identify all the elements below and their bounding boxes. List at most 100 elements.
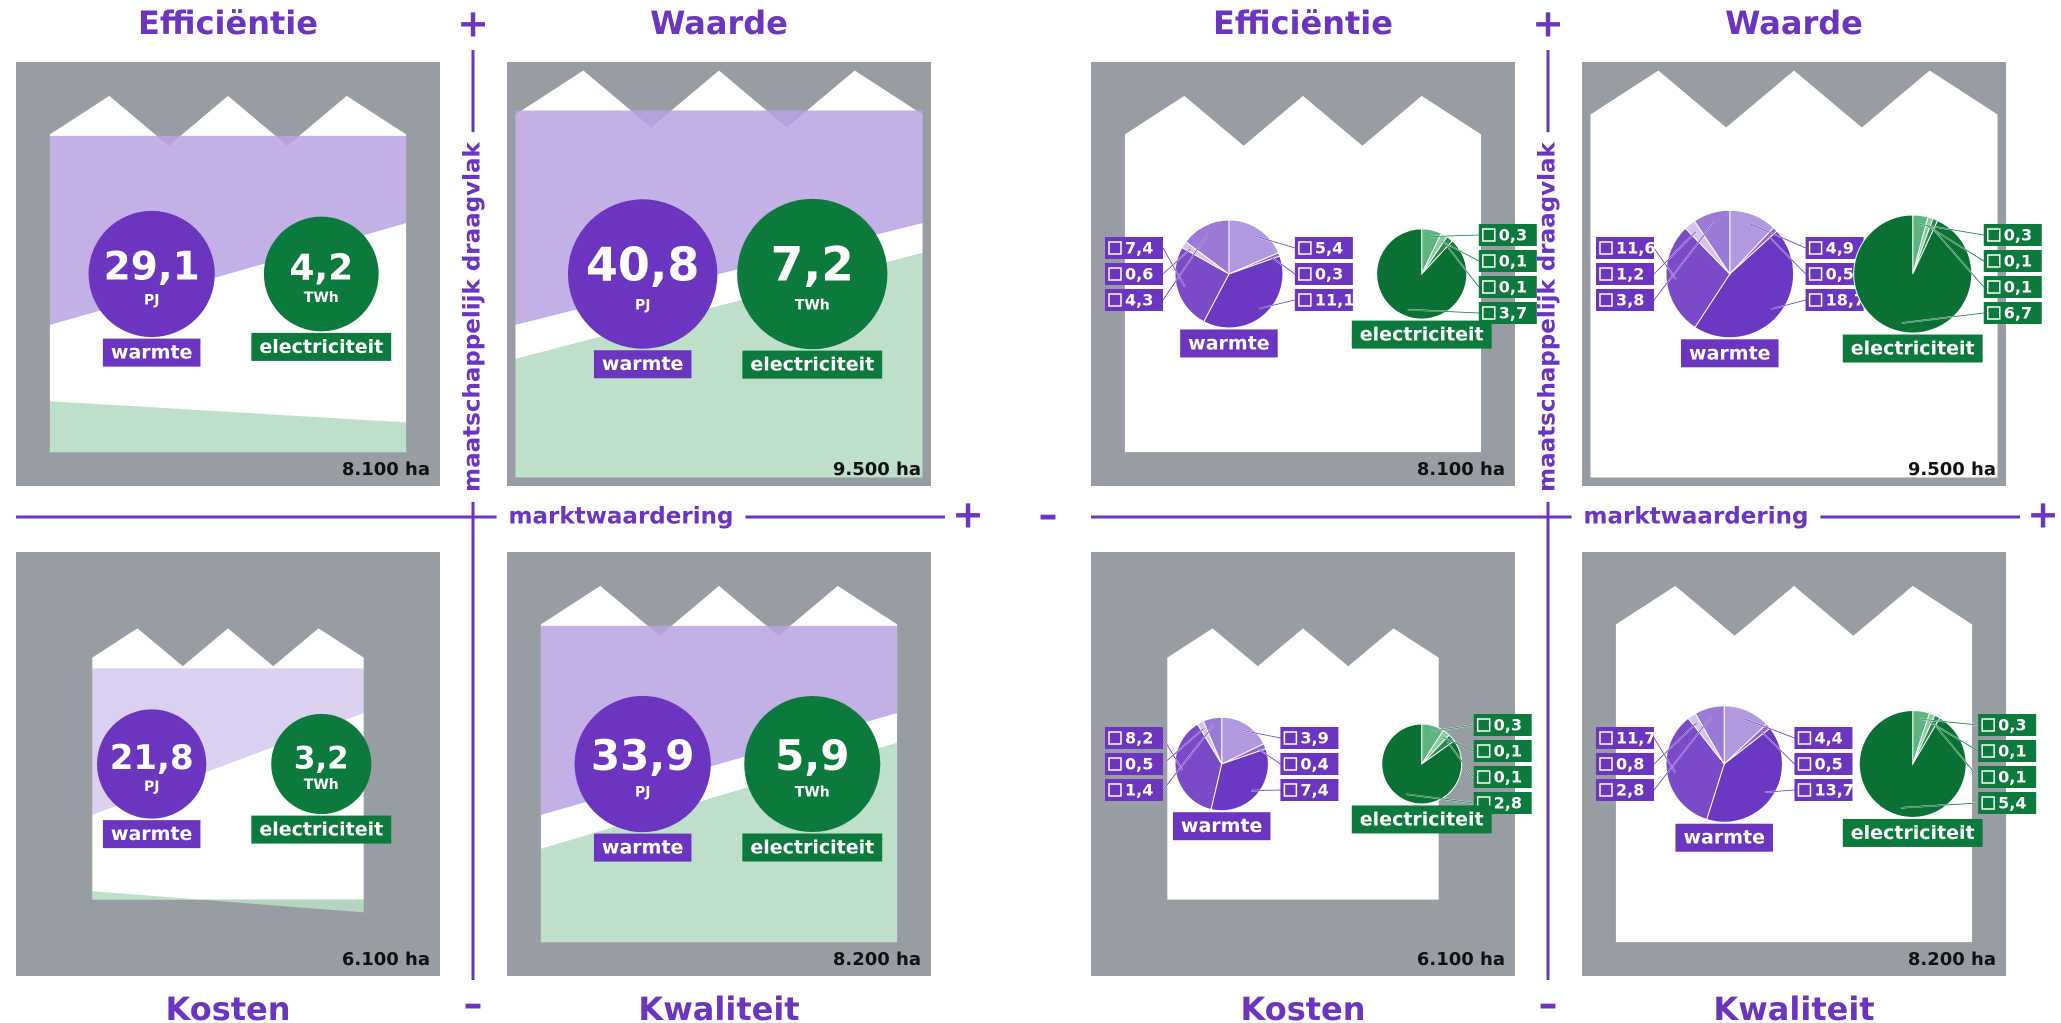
slice-icon xyxy=(1599,757,1613,771)
leader-line xyxy=(1162,247,1186,288)
leader-line xyxy=(1430,234,1479,238)
sign: + xyxy=(2027,493,2059,537)
slice-label: 0,3 xyxy=(1315,265,1343,284)
quadrant-title: Kwaliteit xyxy=(1713,990,1874,1023)
category-label-bg xyxy=(1681,339,1779,368)
slice-label: 1,4 xyxy=(1125,781,1153,800)
slice-icon xyxy=(1482,254,1496,268)
leader-line xyxy=(1258,748,1281,765)
slice-label: 4,4 xyxy=(1814,729,1842,748)
slice-icon xyxy=(1987,228,2001,242)
leader-line xyxy=(1162,248,1191,275)
category-label-bg xyxy=(1675,823,1773,852)
slice-label: 0,1 xyxy=(1499,252,1527,271)
slice-icon xyxy=(1283,731,1298,745)
slice-icon xyxy=(1482,228,1496,242)
leader-line xyxy=(1764,789,1795,793)
bubble-value: 3,2 xyxy=(294,740,349,776)
leader-line xyxy=(1929,721,1979,752)
slice-icon xyxy=(1808,293,1823,307)
pie-slice xyxy=(1693,209,1731,276)
sign: + xyxy=(952,493,984,537)
pie-slice xyxy=(1202,716,1223,765)
bubble-value: 29,1 xyxy=(104,244,200,289)
slice-label: 0,3 xyxy=(1499,226,1527,245)
pie-slice xyxy=(1665,227,1731,329)
slice-icon xyxy=(1599,267,1613,281)
area-label: 9.500 ha xyxy=(833,459,921,480)
slice-icon xyxy=(1599,293,1613,307)
quadrant-title: Kosten xyxy=(165,990,290,1023)
pie-slice xyxy=(1185,219,1230,275)
slice-icon xyxy=(1108,757,1122,771)
area-label: 9.500 ha xyxy=(1908,459,1996,480)
leader-line xyxy=(1768,235,1806,275)
bubble-value: 7,2 xyxy=(771,237,854,292)
category-label-bg xyxy=(251,332,392,361)
leader-line xyxy=(1162,724,1215,791)
quadrant-title: Waarde xyxy=(650,4,788,42)
bubble xyxy=(567,199,718,349)
bubble-unit: TWh xyxy=(795,298,830,314)
category-label-bg xyxy=(593,833,692,862)
slice-icon xyxy=(1482,280,1496,294)
bubble xyxy=(97,709,207,819)
quadrant-title: Kwaliteit xyxy=(638,990,799,1023)
slice-label: 3,9 xyxy=(1300,729,1328,748)
slice-icon xyxy=(1283,757,1298,771)
leader-line xyxy=(1900,802,1979,809)
category-label: electriciteit xyxy=(1851,338,1975,360)
slice-label: 4,9 xyxy=(1826,239,1854,258)
leader-line xyxy=(1442,736,1474,752)
slice-icon xyxy=(1981,770,1995,784)
slice-label: 0,1 xyxy=(1998,742,2026,761)
slice-label: 0,3 xyxy=(1998,716,2026,735)
leader-line xyxy=(1770,299,1806,310)
leader-line xyxy=(1933,723,1979,778)
axis-label: maatschappelijk draagvlak xyxy=(1535,141,1561,491)
category-label: warmte xyxy=(111,342,193,364)
leader-line xyxy=(1271,256,1296,275)
bubble-unit: PJ xyxy=(635,297,650,313)
slice-label: 3,8 xyxy=(1616,291,1644,310)
bubble-unit: TWh xyxy=(304,290,339,306)
leader-line xyxy=(1743,718,1795,739)
bubble-value: 33,9 xyxy=(591,731,695,780)
slice-label: 0,4 xyxy=(1300,755,1328,774)
slice-label: 0,5 xyxy=(1826,265,1854,284)
slice-icon xyxy=(1599,241,1613,255)
bubble xyxy=(574,695,711,833)
slice-label: 0,5 xyxy=(1125,755,1153,774)
bubble-unit: TWh xyxy=(304,777,339,793)
slice-label: 8,2 xyxy=(1125,729,1153,748)
category-label-bg xyxy=(1180,329,1278,358)
pie-slice xyxy=(1174,246,1230,323)
slice-label: 7,4 xyxy=(1125,239,1153,258)
axis-label-bg xyxy=(458,132,488,502)
category-label: warmte xyxy=(1683,827,1765,849)
sign: + xyxy=(1532,2,1564,46)
slice-icon xyxy=(1797,757,1812,771)
bubble-unit: TWh xyxy=(795,785,830,801)
slice-label: 11,6 xyxy=(1616,239,1655,258)
leader-line xyxy=(1927,225,1984,262)
leader-line xyxy=(1440,240,1479,262)
slice-icon xyxy=(1482,306,1496,320)
pie-slice xyxy=(1694,705,1725,766)
slice-icon xyxy=(1987,254,2001,268)
leader-line xyxy=(1242,730,1281,739)
leader-line xyxy=(1407,309,1479,314)
leader-line xyxy=(1162,737,1183,771)
sign: + xyxy=(457,2,489,46)
area-label: 8.200 ha xyxy=(1908,949,1996,970)
category-label: electriciteit xyxy=(259,336,383,358)
slice-icon xyxy=(1108,731,1122,745)
axis-label: marktwaardering xyxy=(1584,504,1809,530)
category-label-bg xyxy=(251,815,392,844)
bubble-value: 21,8 xyxy=(110,738,194,778)
slice-icon xyxy=(1283,783,1298,797)
leader-line xyxy=(1445,243,1480,288)
bubble xyxy=(744,695,881,833)
bubble-value: 40,8 xyxy=(586,238,700,292)
category-label: electriciteit xyxy=(750,354,874,376)
